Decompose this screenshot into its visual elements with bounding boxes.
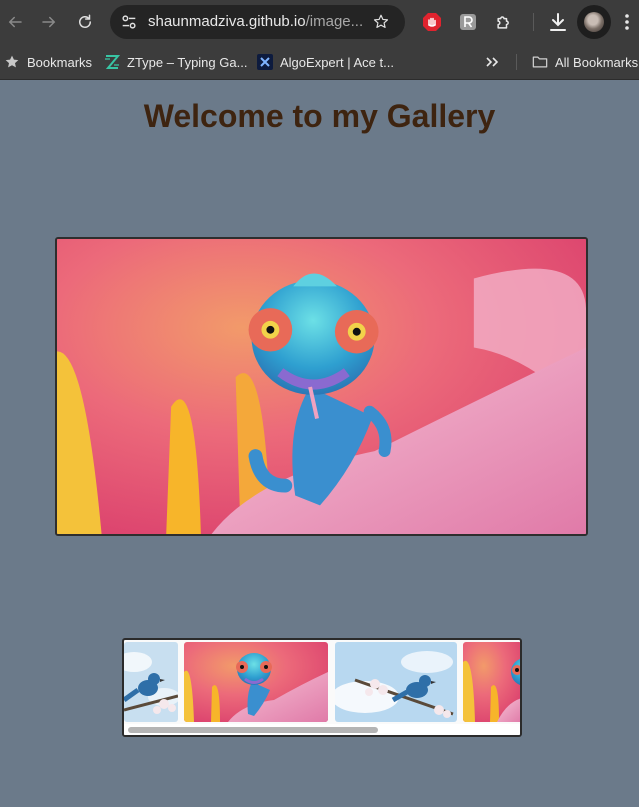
folder-icon xyxy=(532,56,548,68)
url-path: /image... xyxy=(305,13,364,30)
bookmarks-divider xyxy=(516,54,517,70)
back-button[interactable] xyxy=(3,10,27,34)
toolbar-divider xyxy=(533,13,534,31)
bluebird-thumbnail-image xyxy=(124,642,178,722)
r-extension-icon[interactable] xyxy=(458,12,478,32)
algoexpert-icon xyxy=(257,54,273,70)
reload-icon xyxy=(79,14,91,28)
url-host: shaunmadziva.github.io xyxy=(148,13,306,30)
thumbnail-bluebird[interactable] xyxy=(335,642,457,722)
main-gallery-image xyxy=(55,237,588,536)
bookmark-star-icon[interactable] xyxy=(372,13,390,31)
horizontal-scrollbar[interactable] xyxy=(124,724,520,735)
extensions-puzzle-icon[interactable] xyxy=(494,12,514,32)
site-settings-icon[interactable] xyxy=(120,13,138,31)
bookmark-item-algoexpert[interactable]: AlgoExpert | Ace t... xyxy=(257,44,394,80)
thumbnail-bluebird[interactable] xyxy=(124,642,178,722)
scrollbar-thumb[interactable] xyxy=(128,727,378,733)
chameleon-image xyxy=(57,239,586,534)
bluebird-thumbnail-image xyxy=(335,642,457,722)
bookmark-label: ZType – Typing Ga... xyxy=(127,54,248,70)
url-text[interactable]: shaunmadziva.github.io/image... xyxy=(148,13,363,30)
chameleon-thumbnail-image xyxy=(184,642,328,722)
forward-button[interactable] xyxy=(37,10,61,34)
all-bookmarks-label: All Bookmarks xyxy=(555,54,639,70)
address-bar[interactable]: shaunmadziva.github.io/image... xyxy=(110,5,405,39)
reload-button[interactable] xyxy=(73,10,97,34)
stop-hand-extension-icon[interactable] xyxy=(422,12,442,32)
more-menu-icon[interactable] xyxy=(622,13,632,31)
arrow-left-icon xyxy=(8,16,22,28)
bookmarks-bar: Bookmarks ZType – Typing Ga... AlgoExper… xyxy=(0,44,639,80)
thumbnail-chameleon[interactable] xyxy=(184,642,328,722)
avatar-icon xyxy=(584,12,604,32)
bookmark-label: Bookmarks xyxy=(27,54,93,70)
bookmark-item-ztype[interactable]: ZType – Typing Ga... xyxy=(104,44,247,80)
profile-avatar[interactable] xyxy=(577,5,611,39)
download-icon[interactable] xyxy=(548,11,568,33)
bookmark-label: AlgoExpert | Ace t... xyxy=(280,54,394,70)
star-icon xyxy=(5,55,19,68)
all-bookmarks-button[interactable]: All Bookmarks xyxy=(532,44,638,80)
browser-toolbar: shaunmadziva.github.io/image... xyxy=(0,0,639,44)
thumbnail-chameleon[interactable] xyxy=(463,642,520,722)
page-title: Welcome to my Gallery xyxy=(143,98,496,134)
chameleon-thumbnail-image xyxy=(463,642,520,722)
double-chevron-right-icon xyxy=(486,57,499,67)
more-bookmarks-button[interactable] xyxy=(484,44,507,80)
bookmark-item-bookmarks[interactable]: Bookmarks xyxy=(4,44,92,80)
thumbnail-strip[interactable] xyxy=(122,638,522,737)
arrow-right-icon xyxy=(42,16,56,28)
ztype-icon xyxy=(105,55,120,69)
